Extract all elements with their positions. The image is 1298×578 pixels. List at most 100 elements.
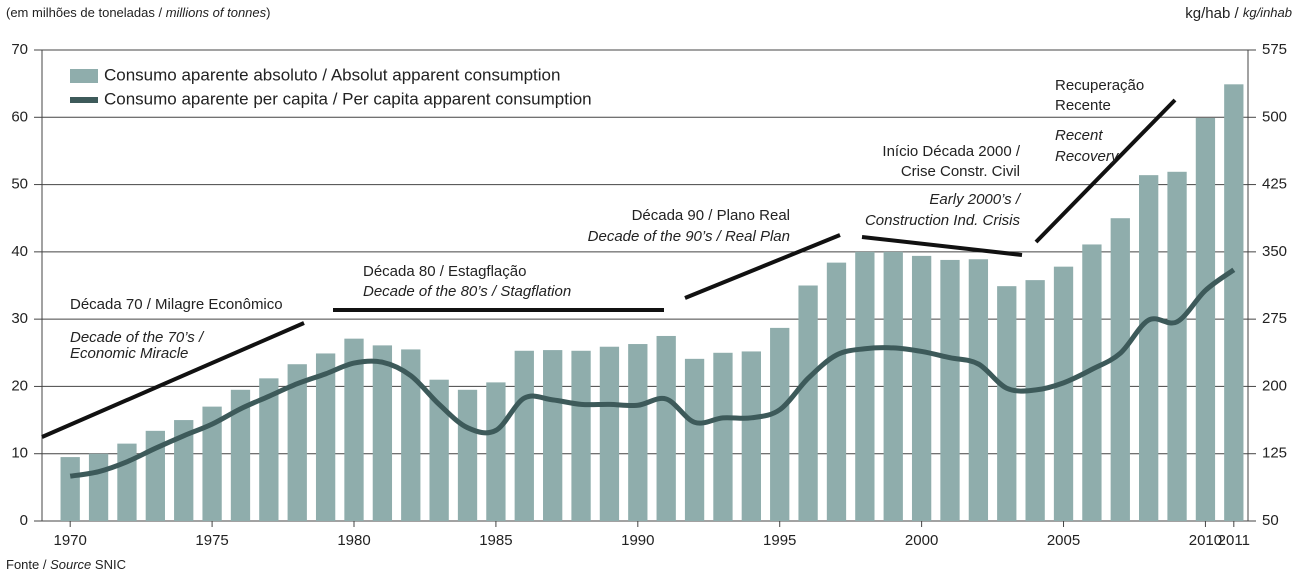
y-tick-label: 40	[11, 243, 28, 260]
bar	[997, 286, 1017, 521]
annotation: Decade of the 70’s /	[70, 329, 205, 346]
legend-swatch	[70, 97, 98, 103]
annotation: Economic Miracle	[70, 345, 188, 362]
bar	[1195, 117, 1216, 522]
title-part: )	[266, 5, 270, 20]
y2-tick-label: 575	[1262, 41, 1287, 58]
bar	[1110, 218, 1130, 521]
bar	[1139, 175, 1159, 521]
y-tick-label: 50	[11, 176, 28, 193]
bar	[741, 351, 761, 521]
bar	[798, 285, 818, 521]
bar	[315, 353, 336, 521]
bar	[401, 349, 421, 521]
y2-tick-label: 200	[1262, 377, 1287, 394]
annotation: Construction Ind. Crisis	[865, 212, 1021, 229]
x-tick-label: 2010	[1189, 532, 1222, 549]
title-part: (em milhões de toneladas /	[6, 5, 166, 20]
chart-title: (em milhões de toneladas / millions of t…	[6, 5, 271, 20]
annotation: Decade of the 90’s / Real Plan	[588, 228, 790, 245]
legend-label: Consumo aparente per capita / Per capita…	[104, 89, 592, 108]
label-part: kg/inhab	[1243, 5, 1292, 20]
bar	[883, 251, 903, 521]
x-tick-label: 2000	[905, 532, 938, 549]
annotation: Decade of the 80’s / Stagflation	[363, 283, 571, 300]
x-tick-label: 2005	[1047, 532, 1080, 549]
y-tick-label: 60	[11, 108, 28, 125]
bar	[174, 420, 194, 521]
bar	[230, 389, 251, 521]
annotation: Recente	[1055, 97, 1111, 114]
bar	[628, 344, 648, 521]
bar	[344, 338, 364, 521]
x-tick-label: 1990	[621, 532, 654, 549]
source-part: Fonte /	[6, 557, 50, 572]
x-tick-label: 1980	[337, 532, 370, 549]
y2-tick-label: 125	[1262, 445, 1287, 462]
bar	[656, 335, 676, 521]
trend-line	[1034, 98, 1177, 244]
annotation: Década 80 / Estagflação	[363, 263, 526, 280]
legend-label: Consumo aparente absoluto / Absolut appa…	[104, 65, 560, 84]
y2-tick-label: 275	[1262, 310, 1287, 327]
y2-tick-label: 50	[1262, 512, 1279, 529]
x-tick-label: 1995	[763, 532, 796, 549]
bar	[287, 364, 307, 521]
bar	[1224, 84, 1244, 522]
bar	[60, 457, 80, 521]
bar	[372, 345, 393, 521]
y-tick-label: 30	[11, 310, 28, 327]
trend-lines	[41, 98, 1177, 439]
bar	[1082, 244, 1102, 521]
annotation: Early 2000’s /	[929, 191, 1021, 208]
x-tick-label: 1975	[195, 532, 228, 549]
bar	[259, 378, 279, 521]
legend-swatch	[70, 69, 98, 83]
y2-tick-label: 500	[1262, 108, 1287, 125]
y-tick-label: 10	[11, 445, 28, 462]
label-part: kg/hab /	[1185, 5, 1243, 22]
annotation: Recuperação	[1055, 77, 1144, 94]
bar	[486, 382, 506, 521]
trend-line	[41, 321, 305, 439]
trend-line	[861, 235, 1023, 257]
x-tick-label: 2011	[1218, 532, 1250, 549]
bar	[457, 389, 478, 521]
annotation: Início Década 2000 /	[882, 143, 1020, 160]
bar	[713, 352, 733, 521]
x-tick-label: 1970	[54, 532, 87, 549]
annotation: Recent	[1055, 127, 1103, 144]
bar	[684, 358, 705, 521]
source-part: Source	[50, 557, 91, 572]
bar	[911, 255, 932, 521]
bar	[1025, 280, 1045, 521]
source: Fonte / Source SNIC	[6, 557, 126, 572]
line	[69, 267, 1236, 479]
y-tick-label: 20	[11, 377, 28, 394]
bar	[599, 346, 620, 521]
annotation: Crise Constr. Civil	[901, 163, 1020, 180]
bar	[429, 379, 449, 521]
annotation: Década 70 / Milagre Econômico	[70, 296, 283, 313]
y-tick-label: 0	[20, 512, 28, 529]
bar	[88, 453, 109, 521]
bar	[202, 406, 222, 521]
grid	[42, 49, 1248, 455]
bar	[117, 443, 137, 521]
bar	[543, 350, 563, 521]
title-part: millions of tonnes	[166, 5, 267, 20]
bar	[1167, 171, 1187, 521]
bar	[968, 259, 989, 521]
y2-axis-label: kg/hab / kg/inhab	[1185, 5, 1292, 22]
bar	[514, 350, 534, 521]
bar	[1053, 266, 1074, 521]
bar	[940, 259, 960, 521]
bar	[770, 327, 790, 521]
bar	[826, 262, 847, 521]
y2-tick-label: 350	[1262, 243, 1287, 260]
x-tick-label: 1985	[479, 532, 512, 549]
source-part: SNIC	[91, 557, 126, 572]
bar	[571, 350, 591, 521]
y2-tick-label: 425	[1262, 176, 1287, 193]
